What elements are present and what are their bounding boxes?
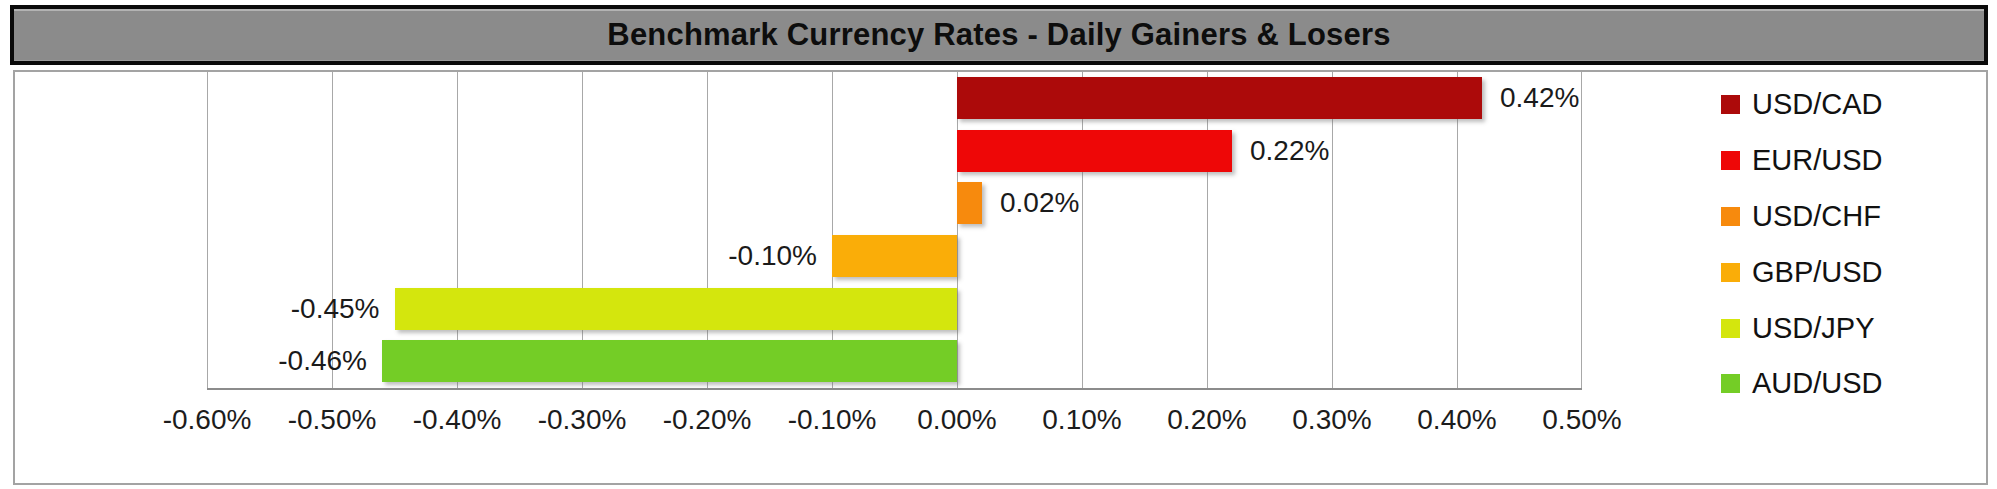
legend-item-aud-usd: AUD/USD — [1721, 356, 1981, 412]
legend-swatch-icon — [1721, 374, 1740, 393]
gridline — [332, 72, 333, 388]
chart-frame: 0.42% 0.22% 0.02% -0.10% -0.45% -0.46% -0.60%… — [13, 70, 1988, 485]
gridline — [207, 72, 208, 388]
x-tick-label: 0.00% — [917, 404, 996, 436]
bar-value-label: -0.46% — [278, 345, 367, 377]
legend-swatch-icon — [1721, 207, 1740, 226]
legend-item-eur-usd: EUR/USD — [1721, 133, 1981, 189]
legend-swatch-icon — [1721, 263, 1740, 282]
x-tick-label: 0.10% — [1042, 404, 1121, 436]
legend-label: USD/CHF — [1752, 200, 1881, 233]
x-tick-label: -0.60% — [163, 404, 252, 436]
gridline — [1457, 72, 1458, 388]
bar-eur-usd — [957, 130, 1232, 172]
bar-gbp-usd — [832, 235, 957, 277]
legend-label: USD/CAD — [1752, 88, 1883, 121]
bar-value-label: -0.45% — [291, 293, 380, 325]
legend-item-usd-jpy: USD/JPY — [1721, 300, 1981, 356]
gridline — [1207, 72, 1208, 388]
bar-value-label: 0.02% — [1000, 187, 1079, 219]
bar-aud-usd — [382, 340, 957, 382]
x-tick-label: 0.50% — [1542, 404, 1621, 436]
legend-item-usd-chf: USD/CHF — [1721, 189, 1981, 245]
gridline — [1082, 72, 1083, 388]
bar-usd-chf — [957, 182, 982, 224]
legend-label: AUD/USD — [1752, 367, 1883, 400]
chart-title: Benchmark Currency Rates - Daily Gainers… — [607, 17, 1390, 53]
legend-swatch-icon — [1721, 319, 1740, 338]
x-tick-label: -0.20% — [663, 404, 752, 436]
gridline — [957, 72, 958, 388]
bar-usd-cad — [957, 77, 1482, 119]
x-tick-label: -0.10% — [788, 404, 877, 436]
x-tick-label: -0.40% — [413, 404, 502, 436]
x-tick-label: 0.40% — [1417, 404, 1496, 436]
gridline — [1332, 72, 1333, 388]
legend-swatch-icon — [1721, 151, 1740, 170]
x-tick-label: -0.30% — [538, 404, 627, 436]
legend-label: EUR/USD — [1752, 144, 1883, 177]
bar-value-label: 0.22% — [1250, 135, 1329, 167]
bar-value-label: 0.42% — [1500, 82, 1579, 114]
legend-label: USD/JPY — [1752, 312, 1874, 345]
x-tick-label: 0.20% — [1167, 404, 1246, 436]
legend-label: GBP/USD — [1752, 256, 1883, 289]
gridline — [1581, 72, 1582, 388]
legend-item-gbp-usd: GBP/USD — [1721, 244, 1981, 300]
plot-area: 0.42% 0.22% 0.02% -0.10% -0.45% -0.46% — [207, 72, 1582, 390]
x-tick-label: -0.50% — [288, 404, 377, 436]
x-axis: -0.60%-0.50%-0.40%-0.30%-0.20%-0.10%0.00… — [207, 392, 1582, 452]
x-tick-label: 0.30% — [1292, 404, 1371, 436]
bar-usd-jpy — [395, 288, 958, 330]
legend: USD/CAD EUR/USD USD/CHF GBP/USD USD/JPY AUD/U… — [1721, 77, 1981, 412]
legend-item-usd-cad: USD/CAD — [1721, 77, 1981, 133]
chart-title-bar: Benchmark Currency Rates - Daily Gainers… — [10, 5, 1988, 65]
legend-swatch-icon — [1721, 95, 1740, 114]
bar-value-label: -0.10% — [728, 240, 817, 272]
